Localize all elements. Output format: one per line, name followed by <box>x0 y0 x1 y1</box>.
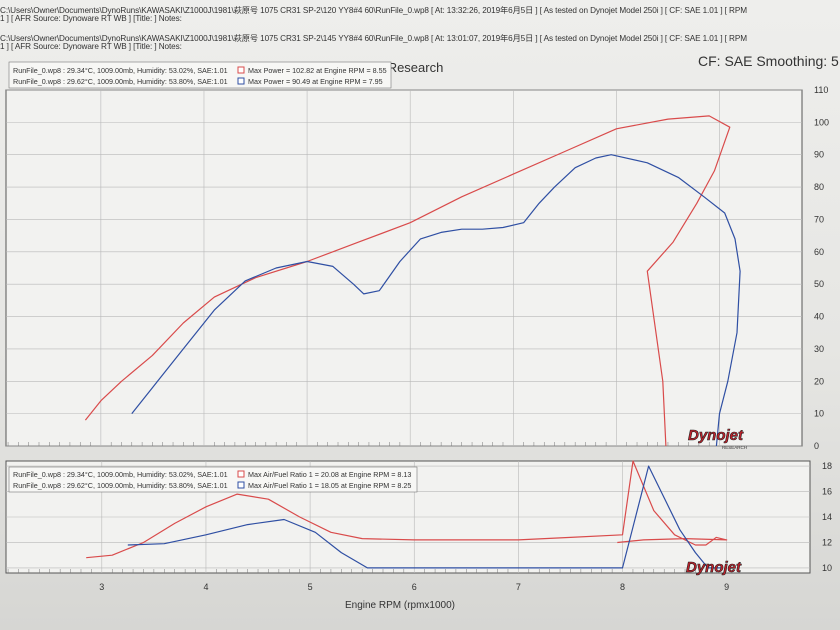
power-y-tick-label: 100 <box>814 117 829 127</box>
afr-panel: 10 12 14 16 18 3 4 5 6 7 8 9 RunFile_0.wp8 : 29.34… <box>5 460 832 611</box>
power-y-tick-label: 0 <box>814 441 819 451</box>
header-line-4: 1 ] [ AFR Source: Dynoware RT WB ] [Titl… <box>0 42 182 51</box>
power-y-tick-label: 50 <box>814 279 824 289</box>
power-legend: RunFile_0.wp8 : 29.34°C, 1009.00mb, Humi… <box>8 61 392 89</box>
power-y-tick-label: 20 <box>814 376 824 386</box>
afr-series <box>86 460 728 569</box>
power-legend-max-1: Max Power = 102.82 at Engine RPM = 8.55 <box>248 66 387 75</box>
dynojet-logo-subtext: RESEARCH <box>722 445 747 450</box>
afr-legend-swatch-red <box>237 470 245 478</box>
power-y-tick-label: 70 <box>814 214 824 224</box>
afr-y-tick-label: 16 <box>822 487 832 497</box>
power-series-blue <box>131 154 741 447</box>
afr-x-tick-label: 6 <box>412 582 417 592</box>
afr-legend-box <box>8 466 418 493</box>
power-y-axis: 0 10 20 30 40 50 60 70 80 90 100 110 <box>814 85 829 451</box>
dynojet-logo-top: Dynojet RESEARCH <box>688 427 747 450</box>
power-legend-run-2: RunFile_0.wp8 : 29.62°C, 1009.00mb, Humi… <box>13 77 228 86</box>
afr-legend: RunFile_0.wp8 : 29.34°C, 1009.00mb, Humi… <box>8 466 418 493</box>
afr-series-red <box>86 460 728 559</box>
afr-legend-swatch-blue <box>237 481 245 489</box>
power-legend-swatch-red <box>237 66 245 74</box>
power-series <box>84 115 741 447</box>
power-legend-swatch-blue <box>237 77 245 85</box>
power-series-red <box>84 115 731 447</box>
afr-x-tick-label: 4 <box>203 582 208 592</box>
power-y-tick-label: 60 <box>814 247 824 257</box>
power-y-tick-label: 110 <box>814 85 828 95</box>
power-grid <box>6 89 802 447</box>
power-legend-box <box>8 61 392 89</box>
x-axis-label: Engine RPM (rpmx1000) <box>345 600 455 611</box>
power-plot-frame <box>5 89 803 447</box>
afr-series-blue <box>127 465 722 569</box>
dynojet-logo-text-bottom: Dynojet <box>686 559 742 576</box>
afr-y-tick-label: 12 <box>822 537 832 547</box>
afr-x-tick-label: 8 <box>620 582 625 592</box>
power-y-tick-label: 90 <box>814 150 824 160</box>
power-y-tick-label: 40 <box>814 312 824 322</box>
afr-legend-max-2: Max Air/Fuel Ratio 1 = 18.05 at Engine R… <box>248 481 411 490</box>
dynojet-logo-bottom: Dynojet <box>686 559 743 577</box>
afr-x-tick-label: 9 <box>724 582 729 592</box>
afr-legend-max-1: Max Air/Fuel Ratio 1 = 20.08 at Engine R… <box>248 470 411 479</box>
power-panel: 0 10 20 30 40 50 60 70 80 90 100 110 RunFile_0.wp8 … <box>5 61 829 451</box>
afr-legend-run-2: RunFile_0.wp8 : 29.62°C, 1009.00mb, Humi… <box>13 481 228 490</box>
power-y-tick-label: 10 <box>814 409 824 419</box>
dynojet-logo-text: Dynojet <box>688 427 744 444</box>
afr-legend-run-1: RunFile_0.wp8 : 29.34°C, 1009.00mb, Humi… <box>13 470 228 479</box>
power-y-tick-label: 30 <box>814 344 824 354</box>
afr-x-axis: 3 4 5 6 7 8 9 <box>99 582 729 592</box>
header-line-1: C:\Users\Owner\Documents\DynoRuns\KAWASA… <box>0 6 747 15</box>
header-line-2: 1 ] [ AFR Source: Dynoware RT WB ] [Titl… <box>0 14 182 23</box>
power-y-tick-label: 80 <box>814 182 824 192</box>
afr-y-axis: 10 12 14 16 18 <box>822 461 832 573</box>
afr-y-tick-label: 10 <box>822 563 832 573</box>
power-legend-run-1: RunFile_0.wp8 : 29.34°C, 1009.00mb, Humi… <box>13 66 228 75</box>
afr-x-tick-label: 3 <box>99 582 104 592</box>
afr-x-tick-label: 5 <box>308 582 313 592</box>
afr-y-tick-label: 14 <box>822 512 832 522</box>
afr-x-tick-label: 7 <box>516 582 521 592</box>
cf-smoothing: CF: SAE Smoothing: 5 <box>698 53 839 69</box>
header-line-3: C:\Users\Owner\Documents\DynoRuns\KAWASA… <box>0 34 747 43</box>
power-legend-max-2: Max Power = 90.49 at Engine RPM = 7.95 <box>248 77 383 86</box>
afr-y-tick-label: 18 <box>822 461 832 471</box>
